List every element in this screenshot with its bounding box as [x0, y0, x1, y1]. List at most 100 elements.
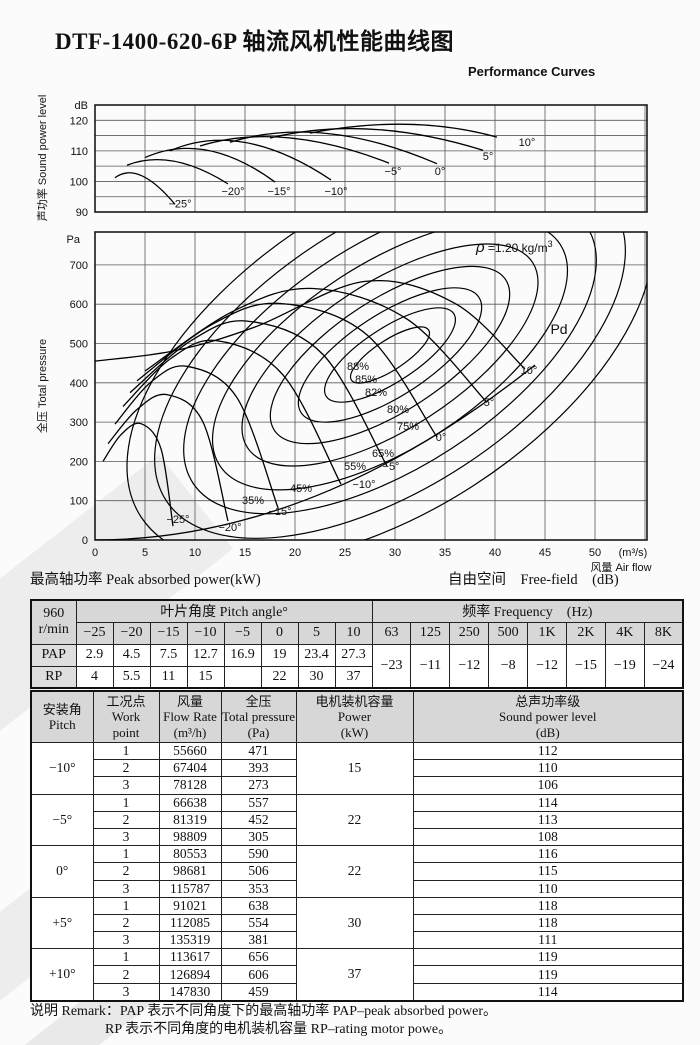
svg-text:400: 400	[70, 378, 88, 390]
freq-col-header: 500	[488, 621, 529, 645]
column-header: 风量 Flow Rate (m³/h)	[158, 690, 222, 743]
svg-text:−5°: −5°	[385, 166, 402, 178]
efficiency-contour	[126, 232, 647, 540]
pitch-col-header: −20	[112, 621, 151, 645]
svg-text:110: 110	[70, 146, 88, 158]
table-cell: 37	[334, 665, 373, 689]
svg-text:10: 10	[189, 547, 201, 559]
table-cell: 11	[149, 665, 188, 689]
pressure-cell: 557	[220, 793, 297, 812]
free-field-value: −11	[410, 643, 451, 689]
svg-text:82%: 82%	[365, 387, 387, 399]
freq-col-header: 125	[410, 621, 451, 645]
work-point-cell: 1	[92, 896, 160, 915]
svg-text:−25°: −25°	[166, 514, 189, 526]
efficiency-contour	[349, 326, 431, 384]
sound-power-chart: −25° −20° −15° −10° −5° 0° 5° 10° dB 90 100 110 120 声…	[35, 95, 648, 222]
table-cell: 22	[260, 665, 299, 689]
svg-text:0: 0	[82, 535, 88, 547]
work-point-cell: 2	[92, 862, 160, 881]
performance-charts: −25°−20° −15° −10°−5° 0°5°10°dB90100110120声…	[35, 95, 652, 574]
power-cell: 37	[295, 948, 414, 1002]
pitch-power-frequency-table: 960 r/min 叶片角度 Pitch angle° 频率 Frequency (H…	[30, 599, 685, 689]
table-cell: 7.5	[149, 643, 188, 667]
sound-level-cell: 111	[412, 931, 684, 950]
pitch-cell: −5°	[30, 793, 94, 847]
column-header: 安装角 Pitch	[30, 690, 94, 743]
efficiency-contour	[323, 307, 457, 403]
flow-rate-cell: 78128	[158, 776, 222, 795]
table-cell: 4.5	[112, 643, 151, 667]
svg-text:ρ =1.20 kg/m3: ρ =1.20 kg/m3	[475, 239, 553, 256]
table-row: −5° 1 66638 557 22 114	[30, 793, 684, 847]
column-header: 总声功率级 Sound power level (dB)	[412, 690, 684, 743]
svg-text:风量 Air flow: 风量 Air flow	[590, 561, 651, 574]
work-point-cell: 3	[92, 776, 160, 795]
svg-text:5: 5	[142, 547, 148, 559]
pitch-col-header: 0	[260, 621, 299, 645]
freq-col-header: 4K	[604, 621, 645, 645]
table-row: +10° 1 113617 656 37 119	[30, 948, 684, 1002]
page-title: DTF-1400-620-6P 轴流风机性能曲线图	[55, 29, 455, 54]
performance-data-table: 安装角 Pitch 工况点 Work point 风量 Flow Rate (m³/h) 全压 T…	[30, 690, 684, 1002]
sound-level-cell: 113	[412, 810, 684, 829]
svg-text:−20°: −20°	[218, 522, 241, 534]
svg-text:120: 120	[70, 115, 88, 127]
power-cell: 22	[295, 845, 414, 898]
work-point-cell: 1	[92, 845, 160, 864]
freq-col-header: 63	[371, 621, 412, 645]
row-label: RP	[30, 665, 77, 689]
curves-layer	[95, 232, 647, 540]
sound-level-cell: 115	[412, 862, 684, 881]
svg-text:65%: 65%	[372, 448, 394, 460]
svg-text:−25°: −25°	[168, 199, 191, 211]
fan-curve	[95, 280, 526, 370]
flow-rate-cell: 98681	[158, 862, 222, 881]
pitch-col-header: −5	[223, 621, 262, 645]
efficiency-contour	[183, 232, 597, 515]
work-point-cell: 1	[92, 948, 160, 967]
table-row: 2 126894 606 119	[31, 965, 684, 984]
svg-text:声功率 Sound power level: 声功率 Sound power level	[35, 95, 49, 222]
fan-curve	[144, 287, 488, 403]
pitch-cell: 0°	[30, 845, 94, 898]
svg-text:0°: 0°	[436, 432, 447, 444]
sound-level-cell: 114	[412, 793, 684, 812]
table-row: −10° 1 55660 471 15 112	[30, 741, 684, 795]
freq-col-header: 1K	[527, 621, 567, 645]
table-cell: 5.5	[112, 665, 151, 689]
fan-curve	[122, 339, 342, 485]
work-point-cell: 3	[92, 879, 160, 898]
svg-text:Pa: Pa	[67, 234, 81, 246]
table-row: 2 81319 452 113	[31, 810, 684, 829]
table-cell	[223, 665, 262, 689]
pressure-cell: 452	[220, 810, 297, 829]
pressure-cell: 506	[220, 862, 297, 881]
fan-curve	[102, 422, 174, 527]
svg-text:88%: 88%	[347, 361, 369, 373]
flow-rate-cell: 135319	[158, 931, 222, 950]
svg-text:5°: 5°	[483, 151, 494, 163]
table-row: 3 98809 305 108	[31, 827, 684, 847]
fan-curve	[129, 320, 388, 467]
svg-text:600: 600	[70, 299, 88, 311]
table-cell: 19	[260, 643, 299, 667]
freq-col-header: 8K	[643, 621, 684, 645]
sound-level-cell: 119	[412, 948, 684, 967]
svg-text:−15°: −15°	[268, 506, 291, 518]
sound-level-cell: 114	[412, 982, 684, 1002]
svg-text:50: 50	[589, 547, 601, 559]
svg-text:25: 25	[339, 547, 351, 559]
svg-text:5°: 5°	[484, 397, 495, 409]
table-cell: 30	[297, 665, 336, 689]
fan-curve	[114, 365, 279, 509]
table-cell: 15	[186, 665, 225, 689]
svg-text:55%: 55%	[344, 461, 366, 473]
work-point-cell: 3	[92, 931, 160, 950]
table-cell: 27.3	[334, 643, 373, 667]
pitch-cell: +10°	[30, 948, 94, 1002]
flow-rate-cell: 126894	[158, 965, 222, 984]
svg-text:−15°: −15°	[267, 186, 290, 198]
remark: 说明 Remark：PAP 表示不同角度下的最高轴功率 PAP–peak abs…	[30, 1003, 497, 1039]
svg-text:30: 30	[389, 547, 401, 559]
